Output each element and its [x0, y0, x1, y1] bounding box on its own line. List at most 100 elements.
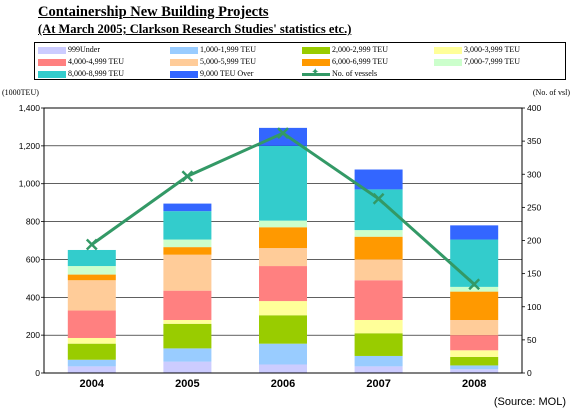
y-tick-label: 800	[26, 217, 40, 227]
bar-segment	[163, 323, 212, 349]
legend: 999Under 1,000-1,999 TEU 2,000-2,999 TEU 3,…	[34, 42, 566, 80]
bar-segment	[259, 227, 307, 249]
vessels-point	[85, 238, 98, 251]
x-tick-label: 2006	[271, 378, 295, 390]
legend-swatch	[38, 46, 66, 54]
y2-tick-label: 300	[527, 169, 541, 179]
x-tick-label: 2005	[175, 378, 199, 390]
bar-segment	[67, 343, 116, 360]
legend-entry: 1,000-1,999 TEU	[170, 44, 256, 55]
bar-segment	[354, 320, 403, 334]
legend-entry: 6,000-6,999 TEU	[302, 56, 388, 67]
bar-segment	[67, 310, 116, 338]
bar-segment	[163, 290, 212, 320]
legend-swatch	[170, 46, 198, 54]
y-tick-label: 1,400	[19, 103, 41, 113]
vessels-point	[372, 192, 385, 205]
bar-segment	[354, 355, 403, 367]
bar-segment	[450, 350, 499, 357]
bar-segment	[354, 236, 403, 260]
bar-segment	[163, 211, 212, 240]
y-tick-label: 600	[26, 254, 40, 264]
y-tick-label: 0	[35, 368, 40, 378]
bar-segment	[259, 145, 307, 221]
bar-segment	[67, 337, 116, 344]
x-tick-label: 2004	[80, 378, 105, 390]
bar-segment	[354, 230, 403, 237]
bar-segment	[259, 301, 307, 316]
bar-segment	[450, 286, 499, 292]
bar-segment	[67, 266, 116, 275]
bar-segment	[163, 348, 212, 362]
y-tick-label: 400	[26, 292, 40, 302]
legend-label: 3,000-3,999 TEU	[464, 45, 521, 54]
bar-segment	[354, 333, 403, 356]
bar-segment	[450, 239, 499, 287]
y-tick-label: 1,000	[19, 179, 41, 189]
legend-label: 9,000 TEU Over	[200, 69, 254, 78]
bar-segment	[450, 320, 499, 336]
legend-entry: 4,000-4,999 TEU	[38, 56, 124, 67]
bar-segment	[259, 220, 307, 228]
bar-segment	[450, 335, 499, 351]
bar-segment	[163, 361, 212, 373]
legend-label: 5,000-5,999 TEU	[200, 57, 257, 66]
bar-segment	[163, 320, 212, 324]
vessels-point	[181, 170, 194, 183]
bar-segment	[67, 366, 116, 373]
legend-swatch	[38, 58, 66, 66]
legend-swatch	[170, 58, 198, 66]
bar-segment	[259, 364, 307, 373]
bar-segment	[259, 266, 307, 302]
bar-segment	[259, 248, 307, 267]
bar-segment	[67, 274, 116, 281]
legend-swatch	[302, 67, 330, 78]
legend-swatch	[38, 70, 66, 78]
legend-label: 7,000-7,999 TEU	[464, 57, 521, 66]
bar-segment	[67, 249, 116, 267]
bar-segment	[354, 169, 403, 190]
bar-segment	[354, 280, 403, 320]
bar-segment	[354, 366, 403, 373]
legend-label: 1,000-1,999 TEU	[200, 45, 257, 54]
y2-tick-label: 0	[527, 368, 532, 378]
legend-swatch	[434, 58, 462, 66]
legend-swatch	[302, 46, 330, 54]
source-note: (Source: MOL)	[493, 396, 566, 408]
legend-entry: 2,000-2,999 TEU	[302, 44, 388, 55]
legend-entry: 999Under	[38, 44, 100, 55]
bar-segment	[450, 291, 499, 320]
bar-segment	[259, 343, 307, 365]
bar-segment	[450, 225, 499, 240]
right-axis-unit: (No. of vsl)	[532, 88, 570, 97]
left-axis-unit: (1000TEU)	[2, 88, 39, 97]
x-tick-label: 2007	[366, 378, 390, 390]
y2-tick-label: 250	[527, 202, 541, 212]
bar-segment	[163, 254, 212, 291]
chart-subtitle: (At March 2005; Clarkson Research Studie…	[38, 22, 352, 36]
legend-swatch	[170, 70, 198, 78]
bar-segment	[354, 189, 403, 231]
bar-segment	[67, 359, 116, 367]
y2-tick-label: 400	[527, 103, 541, 113]
y2-tick-label: 200	[527, 236, 541, 246]
legend-label: No. of vessels	[332, 69, 378, 78]
vessels-point	[468, 278, 481, 291]
bar-segment	[67, 280, 116, 311]
x-tick-label: 2008	[462, 378, 486, 390]
y-tick-label: 200	[26, 330, 40, 340]
plot-frame	[43, 107, 523, 374]
bar-segment	[450, 356, 499, 366]
chart-title: Containership New Building Projects	[38, 4, 269, 20]
legend-entry: 5,000-5,999 TEU	[170, 56, 256, 67]
legend-swatch	[302, 58, 330, 66]
legend-label: 999Under	[68, 45, 100, 54]
bar-segment	[163, 239, 212, 248]
vessels-point	[277, 127, 289, 140]
y2-tick-label: 150	[527, 269, 541, 279]
bar-segment	[450, 369, 499, 373]
legend-label: 4,000-4,999 TEU	[68, 57, 125, 66]
bar-segment	[450, 365, 499, 370]
legend-label: 6,000-6,999 TEU	[332, 57, 389, 66]
